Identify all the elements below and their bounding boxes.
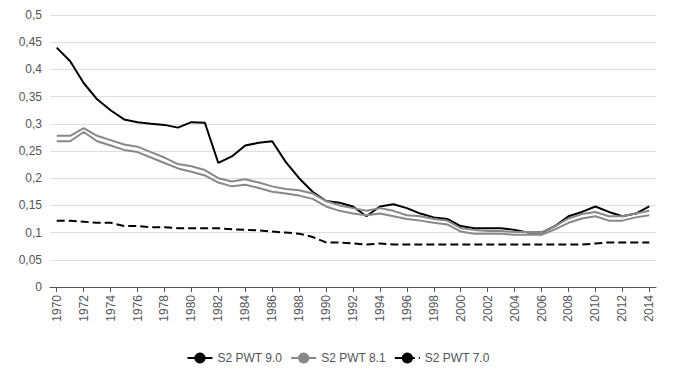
svg-text:2006: 2006 xyxy=(535,295,549,322)
svg-text:2004: 2004 xyxy=(508,295,522,322)
svg-text:1984: 1984 xyxy=(238,295,252,322)
svg-text:1996: 1996 xyxy=(400,295,414,322)
svg-text:2010: 2010 xyxy=(588,295,602,322)
svg-text:2002: 2002 xyxy=(481,295,495,322)
svg-text:0,25: 0,25 xyxy=(19,144,43,158)
svg-text:2012: 2012 xyxy=(615,295,629,322)
svg-text:1980: 1980 xyxy=(184,295,198,322)
svg-text:0,05: 0,05 xyxy=(19,253,43,267)
svg-text:1974: 1974 xyxy=(104,295,118,322)
svg-text:1998: 1998 xyxy=(427,295,441,322)
svg-text:1972: 1972 xyxy=(77,295,91,322)
svg-text:1978: 1978 xyxy=(157,295,171,322)
svg-text:1970: 1970 xyxy=(50,295,64,322)
svg-text:0,35: 0,35 xyxy=(19,90,43,104)
svg-text:0,1: 0,1 xyxy=(25,226,42,240)
svg-text:0,5: 0,5 xyxy=(25,8,42,22)
svg-text:1990: 1990 xyxy=(319,295,333,322)
svg-text:1992: 1992 xyxy=(346,295,360,322)
svg-text:2014: 2014 xyxy=(642,295,656,322)
svg-text:0,3: 0,3 xyxy=(25,117,42,131)
svg-text:1982: 1982 xyxy=(211,295,225,322)
svg-text:0,2: 0,2 xyxy=(25,171,42,185)
svg-text:1986: 1986 xyxy=(265,295,279,322)
svg-text:1994: 1994 xyxy=(373,295,387,322)
svg-text:1976: 1976 xyxy=(131,295,145,322)
svg-text:0,4: 0,4 xyxy=(25,62,42,76)
svg-text:0,15: 0,15 xyxy=(19,198,43,212)
svg-text:S2 PWT 7.0: S2 PWT 7.0 xyxy=(425,351,490,365)
svg-text:0: 0 xyxy=(35,280,42,294)
svg-text:2008: 2008 xyxy=(561,295,575,322)
svg-text:S2 PWT 9.0: S2 PWT 9.0 xyxy=(217,351,282,365)
svg-text:0,45: 0,45 xyxy=(19,35,43,49)
svg-text:S2 PWT 8.1: S2 PWT 8.1 xyxy=(321,351,386,365)
svg-text:2000: 2000 xyxy=(454,295,468,322)
svg-text:1988: 1988 xyxy=(292,295,306,322)
